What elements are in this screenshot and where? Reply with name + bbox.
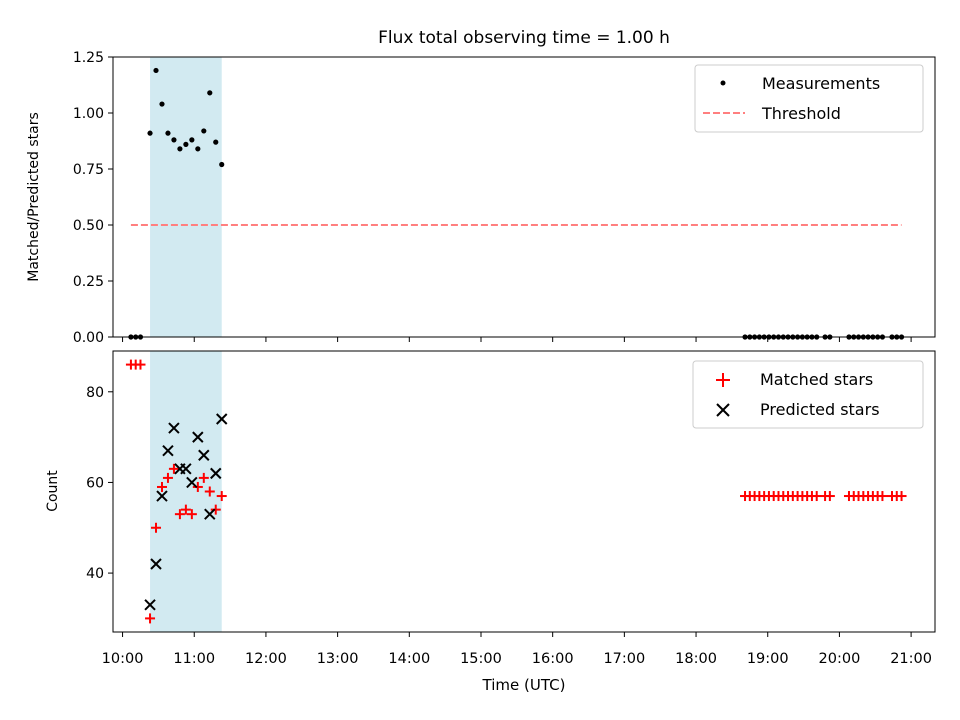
top-measurements-point	[165, 130, 171, 136]
y-tick-label: 80	[86, 385, 104, 401]
top-y-axis-label: Matched/Predicted stars	[26, 112, 42, 282]
top-measurements-point	[195, 146, 201, 152]
bottom-matched-stars-point	[174, 509, 185, 520]
top-measurements-point	[183, 141, 189, 147]
bottom-matched-stars-point	[216, 491, 227, 502]
bottom-matched-stars-point	[168, 463, 179, 474]
bottom-legend: Matched stars Predicted stars	[692, 360, 924, 429]
bottom-legend-box	[692, 360, 924, 429]
bottom-plot-frame	[112, 350, 936, 633]
legend-measurements-marker	[720, 80, 726, 86]
x-tick-label: 19:00	[747, 651, 789, 667]
top-measurements-point	[177, 146, 183, 152]
x-axis-label: Time (UTC)	[482, 676, 566, 694]
y-tick-label: 0.25	[73, 274, 104, 290]
bottom-matched-stars-point	[877, 491, 888, 502]
bottom-predicted-stars-point	[210, 467, 222, 480]
bottom-matched-stars-point	[896, 491, 907, 502]
top-measurements-point	[153, 67, 159, 74]
bottom-x-ticks: 10:00 11:00 12:00 13:00 14:00 15:00 16:00 17:00…	[102, 632, 932, 667]
legend-matched-marker	[716, 373, 730, 387]
top-panel: 0.00 0.25 0.50 0.75 1.00 1.25 Matched/Predict…	[26, 50, 936, 346]
bottom-matched-stars-point	[135, 359, 146, 370]
y-tick-label: 0.50	[73, 218, 104, 234]
y-tick-label: 0.75	[73, 162, 104, 178]
top-measurements-point	[147, 130, 153, 136]
top-legend: Measurements Threshold	[694, 64, 924, 133]
legend-predicted-label: Predicted stars	[760, 400, 880, 419]
bottom-predicted-stars-point	[180, 463, 192, 475]
bottom-predicted-stars-point	[216, 413, 228, 425]
top-measurements-point	[213, 139, 219, 145]
bottom-matched-stars-point	[145, 613, 156, 624]
top-shaded-interval	[150, 57, 222, 337]
bottom-predicted-stars-point	[192, 431, 204, 443]
x-tick-label: 13:00	[317, 651, 359, 667]
y-tick-label: 1.00	[73, 106, 104, 122]
bottom-matched-stars-point	[210, 504, 221, 515]
legend-predicted-marker	[716, 403, 730, 417]
bottom-predicted-stars-point	[186, 476, 198, 489]
x-tick-label: 15:00	[460, 651, 502, 667]
bottom-predicted-stars-point	[156, 490, 168, 502]
bottom-predicted-stars-point	[204, 508, 216, 520]
top-measurements-point	[189, 137, 195, 143]
x-tick-label: 12:00	[245, 651, 287, 667]
bottom-matched-stars-point	[811, 491, 822, 502]
bottom-matched-stars-point	[151, 522, 162, 533]
y-tick-label: 0.00	[73, 330, 104, 346]
bottom-matched-stars-point	[180, 504, 191, 515]
top-plot-frame	[112, 56, 936, 338]
x-tick-label: 18:00	[675, 651, 717, 667]
bottom-matched-stars-point	[162, 472, 173, 483]
bottom-panel: 40 60 80 Count Matched stars Predicted sta…	[45, 350, 936, 633]
y-tick-label: 1.25	[73, 50, 104, 66]
bottom-predicted-stars-point	[168, 422, 180, 434]
legend-measurements-label: Measurements	[762, 74, 880, 93]
y-tick-label: 60	[86, 475, 104, 491]
legend-matched-label: Matched stars	[760, 370, 873, 389]
top-measurements-point	[171, 137, 177, 143]
top-legend-box	[694, 64, 924, 133]
top-measurements-point	[219, 161, 225, 168]
bottom-predicted-stars-point	[162, 445, 174, 457]
top-measurements-point	[207, 90, 213, 96]
bottom-matched-stars-point	[824, 491, 835, 502]
x-tick-label: 20:00	[819, 651, 861, 667]
y-tick-label: 40	[86, 566, 104, 582]
bottom-matched-stars-point	[204, 486, 215, 497]
bottom-matched-stars-point	[156, 481, 167, 492]
x-tick-label: 11:00	[173, 651, 215, 667]
x-tick-label: 16:00	[532, 651, 574, 667]
top-measurements-point	[201, 128, 207, 134]
bottom-matched-stars-point	[198, 472, 209, 483]
x-tick-label: 14:00	[388, 651, 430, 667]
top-measurements-point	[159, 101, 165, 107]
top-x-ticks	[122, 337, 912, 342]
bottom-predicted-stars-point	[144, 599, 156, 611]
bottom-matched-stars-point	[192, 481, 203, 492]
chart-title: Flux total observing time = 1.00 h	[378, 28, 670, 48]
bottom-predicted-stars-point	[150, 558, 162, 570]
x-tick-label: 17:00	[603, 651, 645, 667]
bottom-matched-stars-point	[186, 509, 197, 520]
x-tick-label: 10:00	[102, 651, 144, 667]
legend-threshold-label: Threshold	[761, 104, 841, 123]
bottom-y-axis-label: Count	[45, 470, 61, 512]
x-tick-label: 21:00	[890, 651, 932, 667]
bottom-predicted-stars-point	[198, 449, 210, 461]
